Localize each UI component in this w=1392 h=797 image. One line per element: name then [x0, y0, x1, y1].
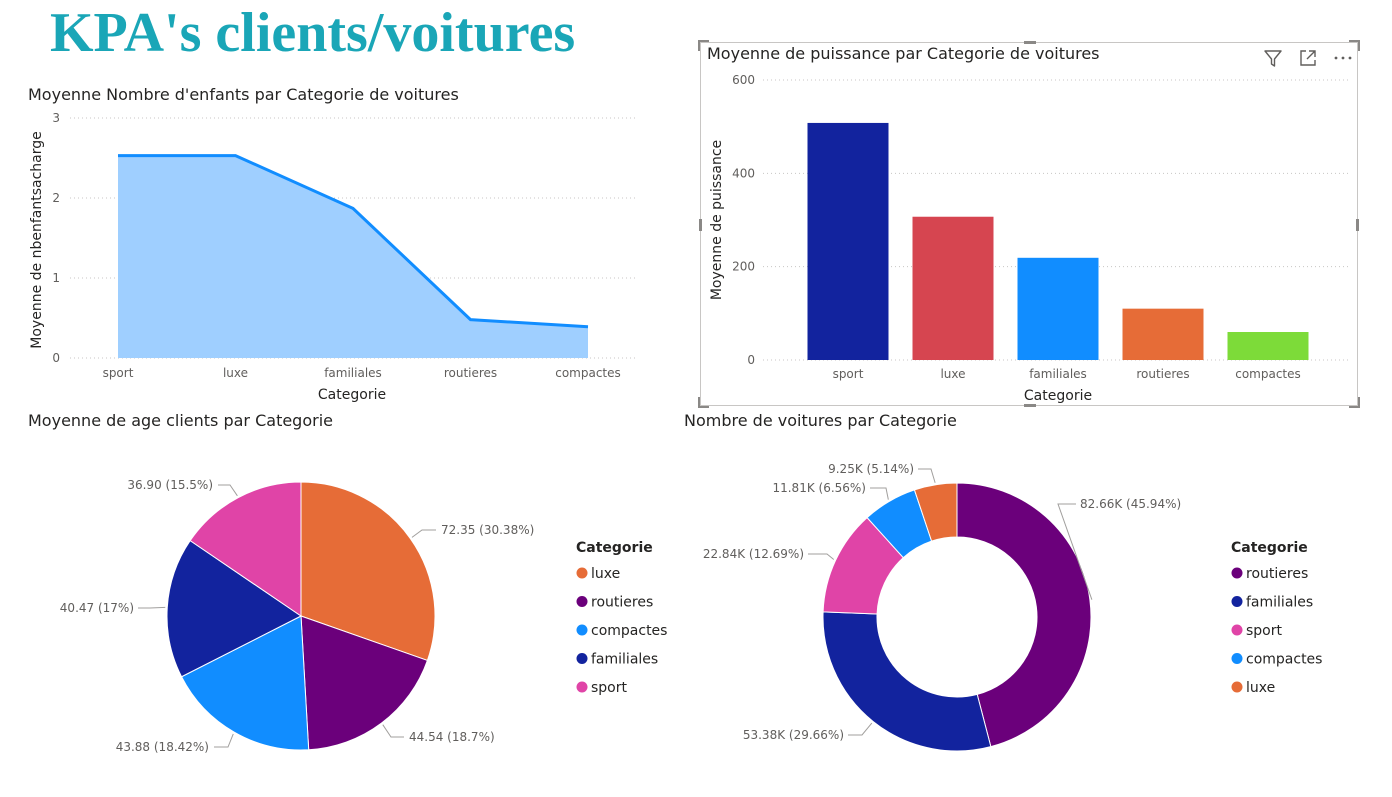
legend-item-familiales: familiales — [591, 652, 658, 668]
legend-marker-compactes[interactable] — [1231, 653, 1243, 664]
legend-title: Categorie — [1231, 540, 1308, 556]
legend-marker-routieres[interactable] — [1231, 567, 1243, 579]
data-label: 72.35 (30.38%) — [441, 523, 534, 537]
x-axis-title: Categorie — [1024, 388, 1092, 404]
data-label: 53.38K (29.66%) — [743, 728, 844, 742]
x-tick-label: compactes — [1235, 367, 1301, 381]
x-tick-label: routieres — [444, 366, 497, 380]
leader-line — [382, 724, 404, 738]
data-label: 9.25K (5.14%) — [828, 462, 914, 476]
bar-compactes[interactable] — [1227, 332, 1309, 360]
y-tick-label: 3 — [52, 111, 60, 125]
donut-chart-title: Nombre de voitures par Categorie — [684, 411, 957, 430]
legend-marker-sport[interactable] — [1231, 624, 1243, 636]
bar-chart-title: Moyenne de puissance par Categorie de vo… — [707, 44, 1100, 63]
legend-item-compactes: compactes — [1246, 652, 1322, 668]
bar-familiales[interactable] — [1017, 257, 1099, 360]
legend-item-compactes: compactes — [591, 623, 667, 639]
legend-item-familiales: familiales — [1246, 595, 1313, 611]
x-tick-label: luxe — [223, 366, 248, 380]
legend-marker-familiales[interactable] — [1231, 596, 1243, 607]
y-tick-label: 2 — [52, 191, 60, 205]
x-tick-label: familiales — [324, 366, 382, 380]
legend-marker-luxe[interactable] — [1231, 681, 1243, 693]
slice-luxe[interactable] — [300, 481, 436, 662]
data-label: 43.88 (18.42%) — [116, 740, 209, 754]
slice-sport[interactable] — [189, 481, 302, 617]
leader-line — [1057, 503, 1093, 600]
slice-routieres[interactable] — [300, 615, 429, 751]
x-tick-label: luxe — [940, 367, 965, 381]
focus-mode-icon[interactable] — [1297, 47, 1319, 69]
resize-handle-left[interactable] — [699, 219, 702, 231]
frame-corner[interactable] — [1349, 397, 1360, 408]
x-tick-label: compactes — [555, 366, 621, 380]
resize-handle-right[interactable] — [1356, 219, 1359, 231]
legend-item-luxe: luxe — [591, 566, 620, 582]
legend-item-routieres: routieres — [1246, 566, 1308, 582]
slice-familiales[interactable] — [166, 539, 302, 678]
x-tick-label: familiales — [1029, 367, 1087, 381]
leader-line — [918, 468, 936, 483]
leader-line — [870, 487, 889, 500]
leader-line — [808, 553, 835, 560]
data-label: 36.90 (15.5%) — [127, 478, 213, 492]
y-tick-label: 0 — [52, 351, 60, 365]
x-tick-label: sport — [833, 367, 864, 381]
leader-line — [411, 529, 436, 538]
area-chart[interactable]: 0 1 2 3 sport luxe familiales routieres compacte… — [0, 105, 660, 405]
legend-item-sport: sport — [1246, 623, 1283, 639]
bar-chart-frame[interactable] — [698, 40, 1360, 408]
y-tick-label: 1 — [52, 271, 60, 285]
slice-compactes[interactable] — [180, 615, 310, 751]
y-tick-label: 0 — [747, 353, 755, 367]
bar-routieres[interactable] — [1122, 308, 1204, 360]
donut-chart[interactable]: 82.66K (45.94%) 53.38K (29.66%) 22.84K (12… — [690, 440, 1390, 790]
legend-marker-compactes[interactable] — [576, 624, 588, 636]
legend-item-routieres: routieres — [591, 595, 653, 611]
slice-luxe[interactable] — [913, 482, 958, 542]
slice-routieres[interactable] — [956, 482, 1092, 748]
y-axis-title: Moyenne de nbenfantsacharge — [29, 131, 45, 348]
data-label: 22.84K (12.69%) — [703, 547, 804, 561]
pie-chart[interactable]: 72.35 (30.38%) 44.54 (18.7%) 43.88 (18.42%… — [0, 440, 690, 790]
bar-sport[interactable] — [807, 122, 889, 360]
x-tick-label: sport — [103, 366, 134, 380]
legend-item-sport: sport — [591, 680, 628, 696]
slice-familiales[interactable] — [822, 611, 992, 752]
legend-marker-routieres[interactable] — [576, 596, 588, 607]
resize-handle-top[interactable] — [1024, 41, 1036, 44]
y-tick-label: 200 — [732, 260, 755, 274]
frame-corner[interactable] — [698, 40, 709, 51]
more-options-icon[interactable] — [1332, 47, 1354, 69]
data-label: 44.54 (18.7%) — [409, 730, 495, 744]
legend-marker-luxe[interactable] — [576, 567, 588, 579]
legend-marker-sport[interactable] — [576, 681, 588, 693]
legend-item-luxe: luxe — [1246, 680, 1275, 696]
filter-icon[interactable] — [1262, 47, 1284, 69]
bar-luxe[interactable] — [912, 216, 994, 360]
leader-line — [218, 484, 238, 497]
pie-chart-title: Moyenne de age clients par Categorie — [28, 411, 333, 430]
leader-line — [848, 722, 873, 736]
page-title: KPA's clients/voitures — [50, 2, 576, 64]
legend-marker-familiales[interactable] — [576, 653, 588, 664]
frame-corner[interactable] — [698, 397, 709, 408]
leader-line — [138, 606, 166, 609]
legend-title: Categorie — [576, 540, 653, 556]
y-tick-label: 400 — [732, 166, 755, 180]
data-label: 11.81K (6.56%) — [772, 481, 866, 495]
y-axis-title: Moyenne de puissance — [709, 140, 725, 300]
frame-corner[interactable] — [1349, 40, 1360, 51]
resize-handle-bottom[interactable] — [1024, 404, 1036, 407]
data-label: 40.47 (17%) — [60, 601, 134, 615]
leader-line — [214, 733, 234, 748]
x-tick-label: routieres — [1136, 367, 1189, 381]
x-axis-title: Categorie — [318, 387, 386, 403]
bar-chart[interactable]: 0 200 400 600 sport luxe familiales routieres co… — [700, 60, 1360, 410]
data-label: 82.66K (45.94%) — [1080, 497, 1181, 511]
area-fill — [118, 155, 588, 358]
area-chart-title: Moyenne Nombre d'enfants par Categorie d… — [28, 85, 459, 104]
y-tick-label: 600 — [732, 73, 755, 87]
